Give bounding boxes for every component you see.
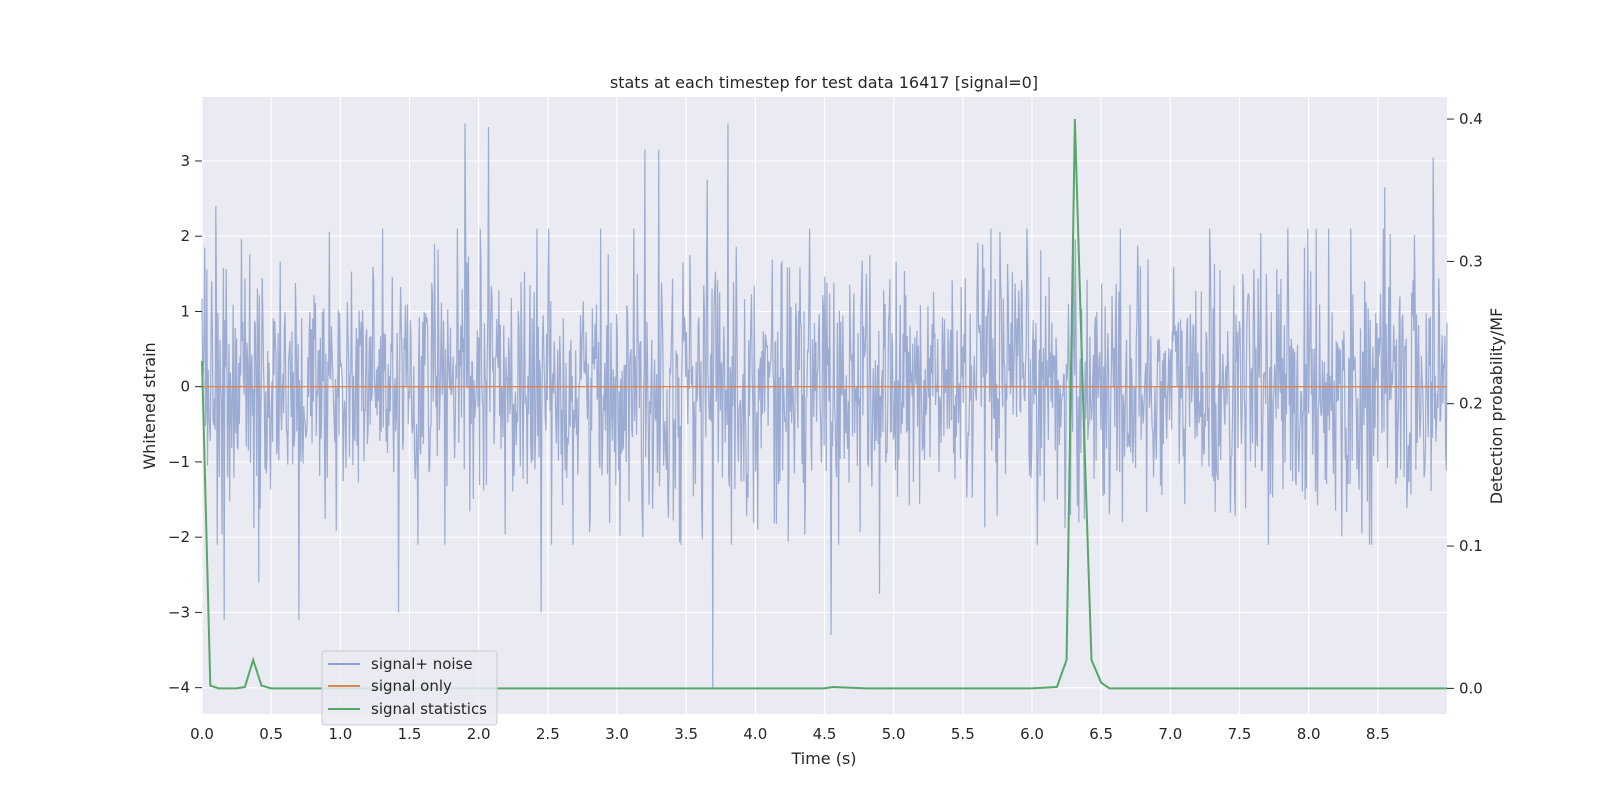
x-tick-label-2: 1.0 <box>328 725 352 743</box>
legend-box <box>321 650 498 726</box>
x-tick-label-3: 1.5 <box>398 725 422 743</box>
y2-axis-ticks: 0.4 0.3 0.2 0.1 0.0 <box>1447 110 1483 697</box>
x-tick-label-17: 8.5 <box>1366 725 1390 743</box>
y-tick-label-5: −2 <box>168 528 190 546</box>
legend-label-signal-noise: signal+ noise <box>371 655 473 673</box>
x-tick-label-10: 5.0 <box>882 725 906 743</box>
y2-tick-label-0: 0.4 <box>1459 110 1483 128</box>
x-tick-label-5: 2.5 <box>536 725 560 743</box>
y-tick-label-0: 3 <box>180 152 190 170</box>
signal-statistics-line <box>201 119 1447 690</box>
legend-label-signal-only: signal only <box>371 677 452 695</box>
x-tick-label-7: 3.5 <box>674 725 698 743</box>
x-tick-label-12: 6.0 <box>1020 725 1044 743</box>
x-tick-label-6: 3.0 <box>605 725 629 743</box>
y2-tick-label-3: 0.1 <box>1459 537 1483 555</box>
x-tick-label-4: 2.0 <box>467 725 491 743</box>
x-tick-label-9: 4.5 <box>813 725 837 743</box>
y2-tick-label-2: 0.2 <box>1459 395 1483 413</box>
legend: signal+ noise signal only signal statist… <box>321 650 498 726</box>
series-signal-statistics <box>201 119 1447 690</box>
x-tick-label-15: 7.5 <box>1228 725 1252 743</box>
legend-label-signal-statistics: signal statistics <box>371 700 487 718</box>
y-tick-label-7: −4 <box>168 679 190 697</box>
x-tick-label-0: 0.0 <box>190 725 214 743</box>
x-tick-label-16: 8.0 <box>1297 725 1321 743</box>
y-tick-label-4: −1 <box>168 453 190 471</box>
y-axis-label: Whitened strain <box>140 342 159 469</box>
y-tick-label-6: −3 <box>168 603 190 621</box>
x-axis-label: Time (s) <box>790 749 856 768</box>
signal-noise-line <box>201 123 1448 688</box>
y-tick-label-1: 2 <box>180 227 190 245</box>
y2-tick-label-1: 0.3 <box>1459 252 1483 270</box>
x-tick-label-13: 6.5 <box>1089 725 1113 743</box>
x-tick-label-11: 5.5 <box>951 725 975 743</box>
x-tick-label-1: 0.5 <box>259 725 283 743</box>
y2-axis-label: Detection probability/MF <box>1487 308 1506 505</box>
y-tick-label-2: 1 <box>180 302 190 320</box>
y-tick-label-3: 0 <box>180 378 190 396</box>
chart-title: stats at each timestep for test data 164… <box>610 73 1038 92</box>
y2-tick-label-4: 0.0 <box>1459 679 1483 697</box>
y-axis-ticks: 3 2 1 0 −1 −2 −3 −4 <box>168 152 202 697</box>
x-tick-label-8: 4.0 <box>743 725 767 743</box>
x-tick-label-14: 7.0 <box>1158 725 1182 743</box>
x-axis-ticks: 0.0 0.5 1.0 1.5 2.0 2.5 3.0 3.5 4.0 4.5 5.0 5.5 6.0 6… <box>190 725 1390 743</box>
series-signal-noise <box>201 123 1448 688</box>
